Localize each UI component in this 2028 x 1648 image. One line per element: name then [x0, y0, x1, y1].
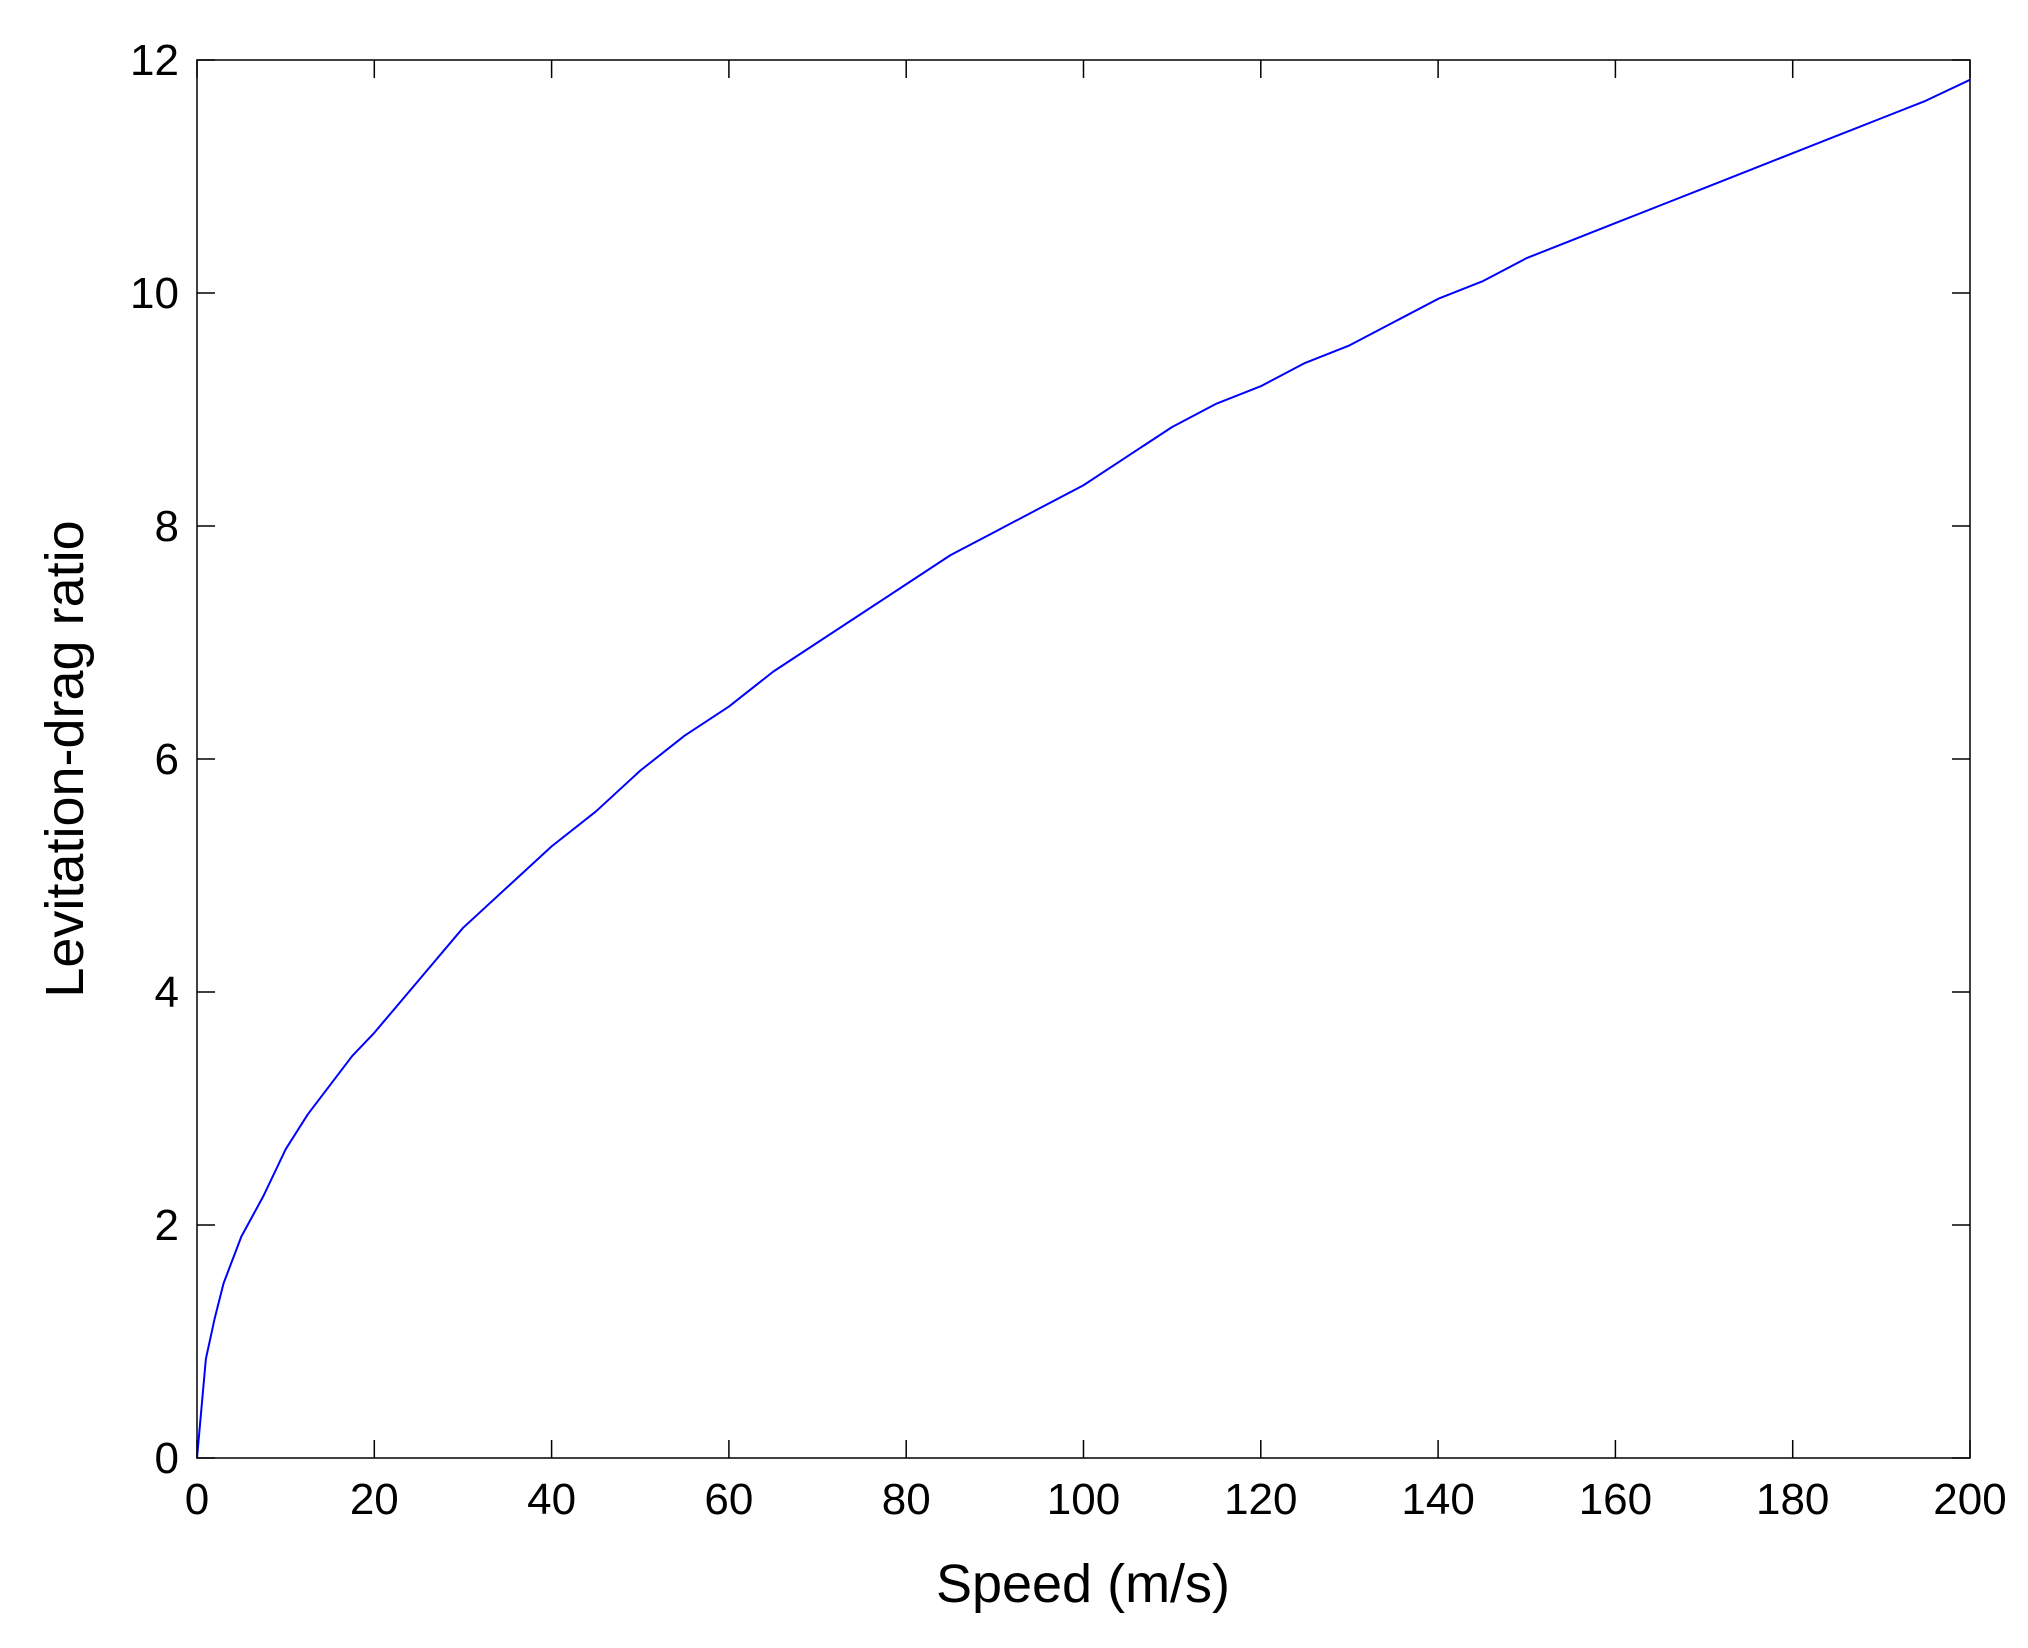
plot-area-background — [197, 60, 1970, 1458]
x-tick-label: 160 — [1579, 1475, 1652, 1524]
y-tick-label: 0 — [155, 1434, 179, 1483]
x-tick-label: 20 — [350, 1475, 399, 1524]
y-tick-label: 2 — [155, 1201, 179, 1250]
x-tick-label: 140 — [1401, 1475, 1474, 1524]
x-tick-label: 200 — [1933, 1475, 2006, 1524]
x-axis-label: Speed (m/s) — [936, 1554, 1230, 1614]
series-layer — [196, 78, 1971, 1459]
x-tick-label: 100 — [1047, 1475, 1120, 1524]
plot-area-frame — [196, 59, 1971, 1459]
x-tick-label: 180 — [1756, 1475, 1829, 1524]
x-tick-label: 40 — [527, 1475, 576, 1524]
y-tick-label: 8 — [155, 502, 179, 551]
x-tick-label: 60 — [704, 1475, 753, 1524]
y-tick-label: 12 — [130, 36, 179, 85]
x-tick-label: 80 — [882, 1475, 931, 1524]
series-line — [196, 78, 1971, 1459]
y-axis-label: Levitation-drag ratio — [35, 520, 95, 997]
x-tick-label: 120 — [1224, 1475, 1297, 1524]
y-tick-label: 4 — [155, 968, 179, 1017]
x-tick-label: 0 — [185, 1475, 209, 1524]
tick-labels-layer: 0 20 40 60 80 100 120 140 160 180 200 0 2 4 6 8 10 12 — [130, 36, 2007, 1524]
y-tick-label: 6 — [155, 735, 179, 784]
y-tick-label: 10 — [130, 269, 179, 318]
